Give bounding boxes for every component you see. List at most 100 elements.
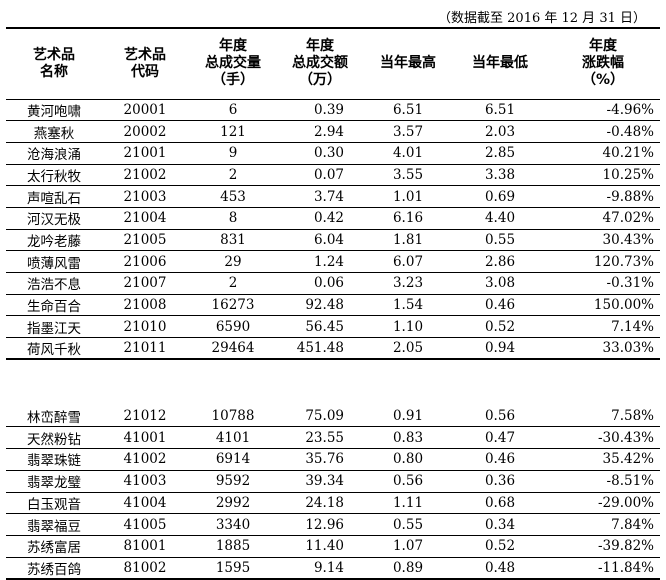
header-label-line: 年度	[306, 38, 334, 55]
change-cell: -30.43%	[546, 426, 660, 450]
artwork-name-cell: 白玉观音	[6, 492, 102, 515]
header-label-line: 艺术品	[33, 46, 75, 63]
year-high-cell: 6.51	[362, 99, 454, 122]
artwork-code-cell: 81002	[102, 557, 188, 580]
artwork-name-cell: 指墨江天	[6, 315, 102, 339]
artwork-code-cell: 81001	[102, 535, 188, 558]
artwork-code-cell: 21002	[102, 164, 188, 187]
change-cell: 120.73%	[546, 250, 660, 273]
artwork-code-cell: 21012	[102, 405, 188, 428]
amount-cell: 0.42	[278, 207, 362, 230]
volume-cell: 9592	[188, 470, 278, 493]
change-cell: -29.00%	[546, 492, 660, 515]
artwork-name-cell: 沧海浪涌	[6, 142, 102, 165]
table-row: 翡翠福豆 41005 3340 12.96 0.55 0.34 7.84%	[6, 513, 660, 536]
change-cell: -9.88%	[546, 185, 660, 208]
year-high-cell: 3.23	[362, 272, 454, 295]
header-annual-volume: 年度 总成交量 （手）	[188, 27, 278, 100]
amount-cell: 39.34	[278, 470, 362, 493]
table-row: 林峦醉雪 21012 10788 75.09 0.91 0.56 7.58%	[6, 405, 660, 428]
amount-cell: 9.14	[278, 557, 362, 580]
amount-cell: 56.45	[278, 315, 362, 339]
table-header: 艺术品 名称 艺术品 代码 年度 总成交量 （手） 年度 总成交额 （万） 当年…	[6, 27, 660, 100]
amount-cell: 0.30	[278, 142, 362, 165]
change-cell: -4.96%	[546, 99, 660, 122]
table-row: 天然粉钻 41001 4101 23.55 0.83 0.47 -30.43%	[6, 426, 660, 450]
header-label-line: （手）	[212, 72, 254, 89]
amount-cell: 0.07	[278, 164, 362, 187]
change-cell: -39.82%	[546, 535, 660, 558]
amount-cell: 3.74	[278, 185, 362, 208]
header-year-low: 当年最低	[454, 27, 546, 100]
artwork-name-cell: 苏绣百鸽	[6, 557, 102, 580]
change-cell: 40.21%	[546, 142, 660, 165]
change-cell: 7.14%	[546, 315, 660, 339]
header-label-line: 年度	[219, 38, 247, 55]
year-high-cell: 6.07	[362, 250, 454, 273]
year-low-cell: 0.94	[454, 337, 546, 361]
change-cell: 7.84%	[546, 513, 660, 536]
year-high-cell: 4.01	[362, 142, 454, 165]
volume-cell: 8	[188, 207, 278, 230]
year-low-cell: 0.34	[454, 513, 546, 536]
volume-cell: 9	[188, 142, 278, 165]
artwork-code-cell: 21001	[102, 142, 188, 165]
volume-cell: 29464	[188, 337, 278, 361]
table-row: 浩浩不息 21007 2 0.06 3.23 3.08 -0.31%	[6, 272, 660, 295]
artwork-name-cell: 翡翠福豆	[6, 513, 102, 536]
artwork-code-cell: 21003	[102, 185, 188, 208]
volume-cell: 29	[188, 250, 278, 273]
table-row: 太行秋牧 21002 2 0.07 3.55 3.38 10.25%	[6, 164, 660, 187]
volume-cell: 10788	[188, 405, 278, 428]
artwork-name-cell: 太行秋牧	[6, 164, 102, 187]
year-low-cell: 2.86	[454, 250, 546, 273]
volume-cell: 2	[188, 164, 278, 187]
header-label-line: （%）	[581, 72, 625, 89]
amount-cell: 451.48	[278, 337, 362, 361]
change-cell: 150.00%	[546, 294, 660, 317]
amount-cell: 23.55	[278, 426, 362, 450]
year-high-cell: 6.16	[362, 207, 454, 230]
year-high-cell: 0.55	[362, 513, 454, 536]
header-artwork-name: 艺术品 名称	[6, 27, 102, 100]
volume-cell: 6	[188, 99, 278, 122]
year-high-cell: 1.01	[362, 185, 454, 208]
volume-cell: 831	[188, 229, 278, 252]
change-cell: 47.02%	[546, 207, 660, 230]
table-row: 翡翠龙璧 41003 9592 39.34 0.56 0.36 -8.51%	[6, 470, 660, 493]
year-low-cell: 0.55	[454, 229, 546, 252]
table-body: 黄河咆啸 20001 6 0.39 6.51 6.51 -4.96% 燕塞秋 20002 121 2…	[6, 99, 660, 580]
year-high-cell: 0.83	[362, 426, 454, 450]
year-high-cell: 3.55	[362, 164, 454, 187]
table-row: 苏绣百鸽 81002 1595 9.14 0.89 0.48 -11.84%	[6, 557, 660, 580]
change-cell: 33.03%	[546, 337, 660, 361]
change-cell: -0.31%	[546, 272, 660, 295]
table-row: 河汉无极 21004 8 0.42 6.16 4.40 47.02%	[6, 207, 660, 230]
header-label-line: 总成交额	[292, 55, 348, 72]
change-cell: 7.58%	[546, 405, 660, 428]
amount-cell: 1.24	[278, 250, 362, 273]
artwork-code-cell: 41002	[102, 448, 188, 471]
year-low-cell: 0.68	[454, 492, 546, 515]
year-low-cell: 2.03	[454, 120, 546, 143]
change-cell: 10.25%	[546, 164, 660, 187]
header-annual-amount: 年度 总成交额 （万）	[278, 27, 362, 100]
header-label-line: 当年最高	[380, 55, 436, 72]
artwork-code-cell: 21010	[102, 315, 188, 339]
header-label-line: 总成交量	[205, 55, 261, 72]
year-low-cell: 0.52	[454, 315, 546, 339]
year-low-cell: 0.46	[454, 294, 546, 317]
artwork-name-cell: 河汉无极	[6, 207, 102, 230]
table-row: 喷薄风雷 21006 29 1.24 6.07 2.86 120.73%	[6, 250, 660, 273]
artwork-name-cell: 龙吟老藤	[6, 229, 102, 252]
amount-cell: 12.96	[278, 513, 362, 536]
year-low-cell: 0.48	[454, 557, 546, 580]
artwork-code-cell: 20002	[102, 120, 188, 143]
year-high-cell: 3.57	[362, 120, 454, 143]
volume-cell: 6914	[188, 448, 278, 471]
year-high-cell: 1.10	[362, 315, 454, 339]
table-row: 黄河咆啸 20001 6 0.39 6.51 6.51 -4.96%	[6, 99, 660, 122]
amount-cell: 75.09	[278, 405, 362, 428]
header-label-line: 代码	[131, 63, 159, 80]
artwork-code-cell: 41005	[102, 513, 188, 536]
